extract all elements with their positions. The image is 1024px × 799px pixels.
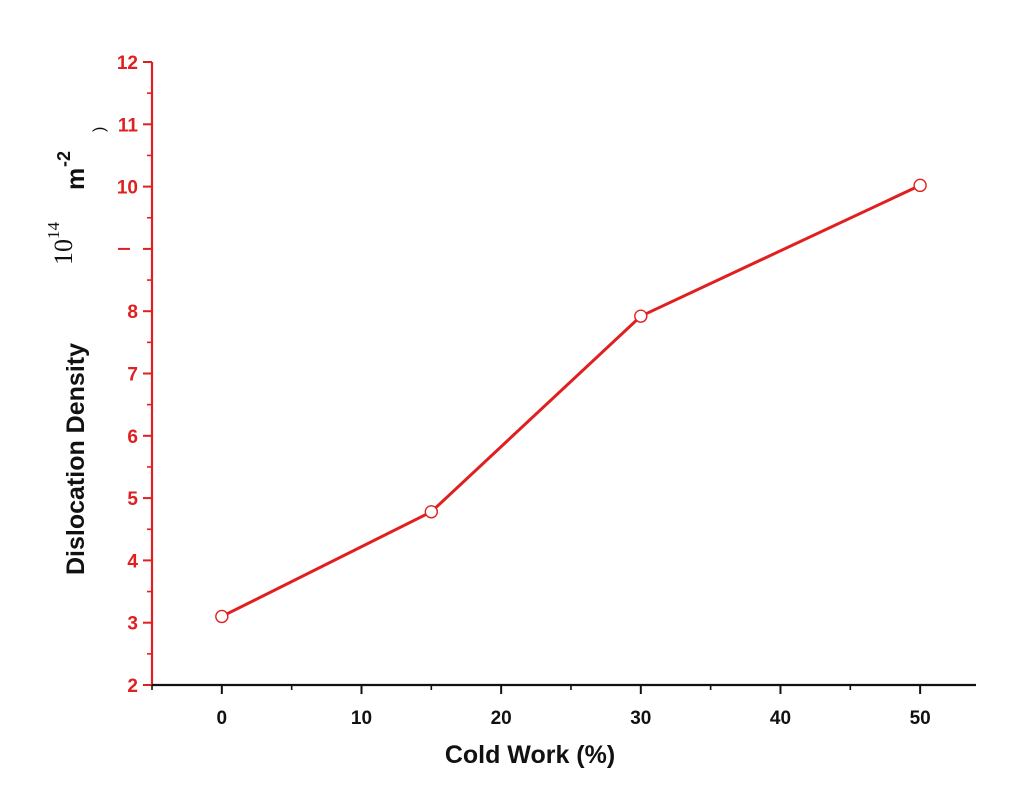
x-axis-label: Cold Work (%) bbox=[445, 741, 615, 769]
axes bbox=[150, 62, 976, 687]
x-tick-label: 50 bbox=[910, 708, 931, 729]
data-point bbox=[215, 609, 229, 624]
x-tick-label: 10 bbox=[351, 708, 372, 729]
data-point bbox=[424, 505, 439, 519]
y-axis-label-close-paren: ) bbox=[91, 127, 108, 132]
data-point bbox=[913, 178, 927, 193]
y-tick-label: 5 bbox=[127, 489, 138, 510]
x-tick-label: 40 bbox=[770, 708, 791, 729]
x-tick-label: 20 bbox=[491, 708, 512, 729]
y-tick-label: 3 bbox=[127, 614, 138, 635]
y-tick-label: 6 bbox=[127, 427, 138, 448]
data-point bbox=[634, 309, 648, 323]
y-tick-label: 8 bbox=[127, 302, 138, 323]
y-tick-label: 10 bbox=[117, 178, 138, 199]
y-axis-label-unit: m bbox=[62, 168, 90, 190]
y-axis-label-scale-exponent: 14 bbox=[44, 222, 63, 240]
y-axis-label: Dislocation Density 10 14 m -2 ) bbox=[44, 127, 108, 575]
series-group bbox=[215, 178, 927, 624]
y-tick-label: 7 bbox=[127, 365, 138, 386]
y-axis-label-main: Dislocation Density bbox=[62, 343, 90, 575]
y-tick-label: 4 bbox=[127, 551, 138, 572]
tick-labels: 2 3 4 5 6 7 8 10 11 12 0 10 20 30 40 50 bbox=[117, 53, 931, 729]
y-axis-label-scale: 10 bbox=[49, 239, 78, 265]
x-tick-label: 30 bbox=[630, 708, 651, 729]
series-line bbox=[221, 183, 921, 618]
tick-marks bbox=[143, 61, 922, 694]
y-tick-label: 11 bbox=[118, 115, 139, 136]
y-tick-label: 12 bbox=[117, 53, 138, 74]
y-axis-label-unit-exponent: -2 bbox=[54, 151, 74, 167]
y-tick-label: 2 bbox=[127, 676, 138, 697]
x-tick-label: 0 bbox=[217, 708, 228, 729]
